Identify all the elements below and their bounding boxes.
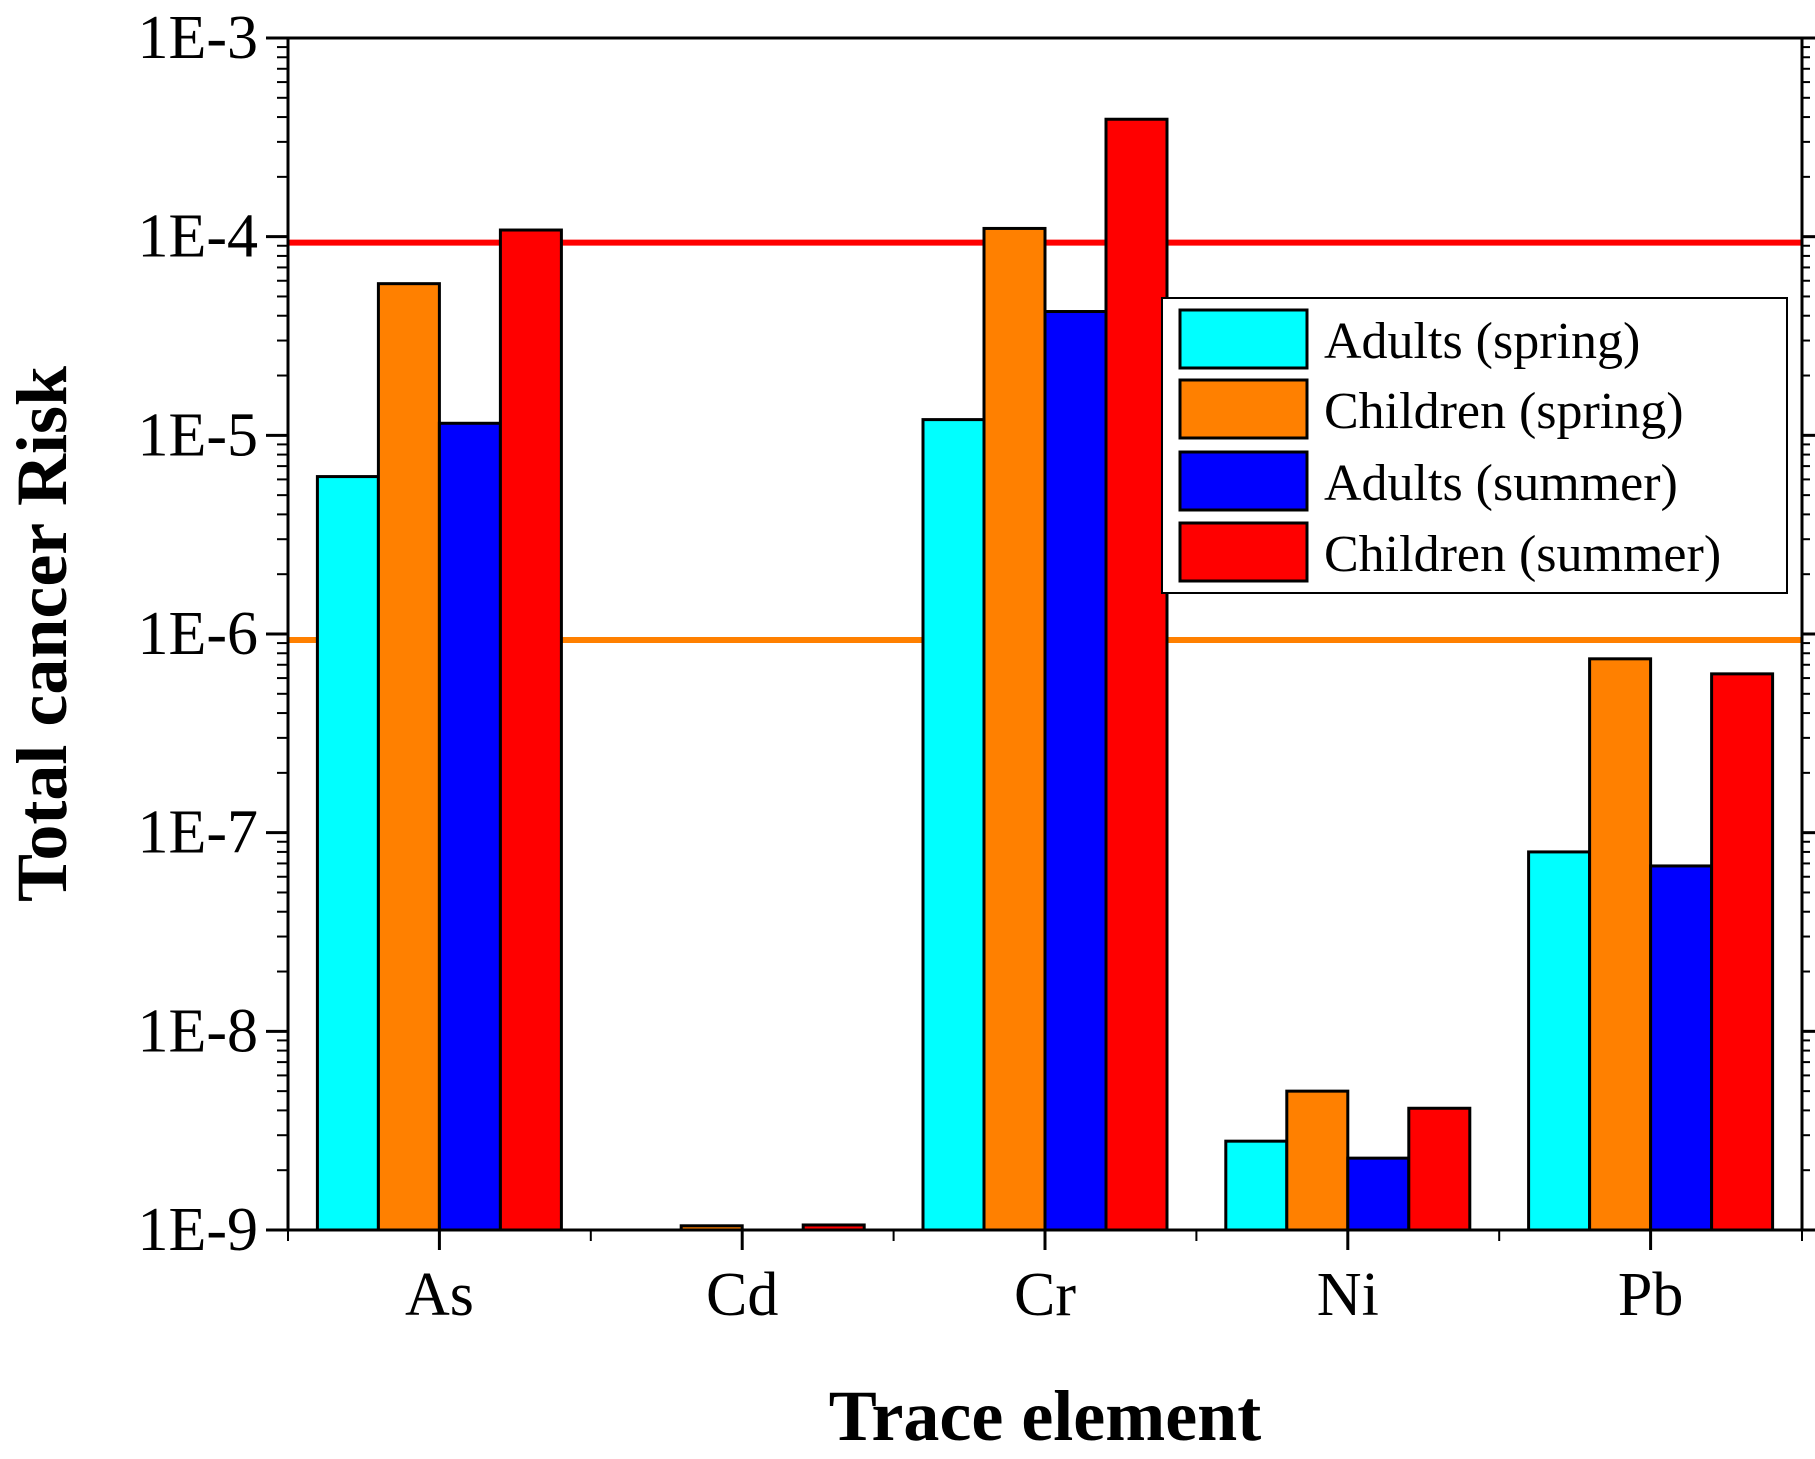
bar-pb-series-1 [1588,657,1653,1232]
bar-as-series-0 [315,475,380,1232]
legend-swatch-adults-summer [1178,450,1309,512]
legend-swatch-children-summer [1178,521,1309,583]
bar-pb-series-0 [1527,850,1592,1232]
y-tick-label: 1E-6 [137,600,258,668]
legend-label-children-summer: Children (summer) [1324,526,1721,583]
legend-swatch-adults-spring [1178,308,1309,370]
bar-as-series-1 [376,282,441,1232]
bar-cr-series-2 [1043,310,1108,1232]
bar-cr-series-1 [982,226,1047,1232]
legend: Adults (spring) Children (spring) Adults… [1161,297,1788,594]
bar-as-series-2 [437,421,502,1232]
legend-swatch-children-spring [1178,378,1309,440]
y-tick-label: 1E-7 [137,799,258,867]
bar-ni-series-1 [1285,1089,1350,1232]
bar-as-series-3 [498,228,563,1232]
bar-ni-series-2 [1346,1156,1411,1232]
x-tick-label: Ni [1317,1261,1379,1329]
y-tick-label: 1E-3 [137,4,258,72]
legend-label-adults-spring: Adults (spring) [1324,313,1640,370]
y-tick-label: 1E-4 [137,203,258,271]
bar-pb-series-2 [1649,864,1714,1232]
y-tick-label: 1E-9 [137,1196,258,1264]
legend-label-adults-summer: Adults (summer) [1324,455,1678,512]
bar-pb-series-3 [1710,672,1775,1232]
x-axis-title: Trace element [829,1376,1261,1456]
y-tick-label: 1E-5 [137,401,258,469]
y-axis-title: Total cancer Risk [2,366,82,902]
x-tick-label: As [405,1261,474,1329]
x-tick-label: Cr [1014,1261,1076,1329]
x-tick-label: Cd [706,1261,778,1329]
bar-cr-series-0 [921,418,986,1232]
bar-ni-series-3 [1407,1106,1472,1232]
legend-label-children-spring: Children (spring) [1324,383,1684,440]
bar-ni-series-0 [1224,1139,1289,1232]
bar-cr-series-3 [1104,117,1169,1232]
y-tick-label: 1E-8 [137,997,258,1065]
x-tick-label: Pb [1618,1261,1683,1329]
